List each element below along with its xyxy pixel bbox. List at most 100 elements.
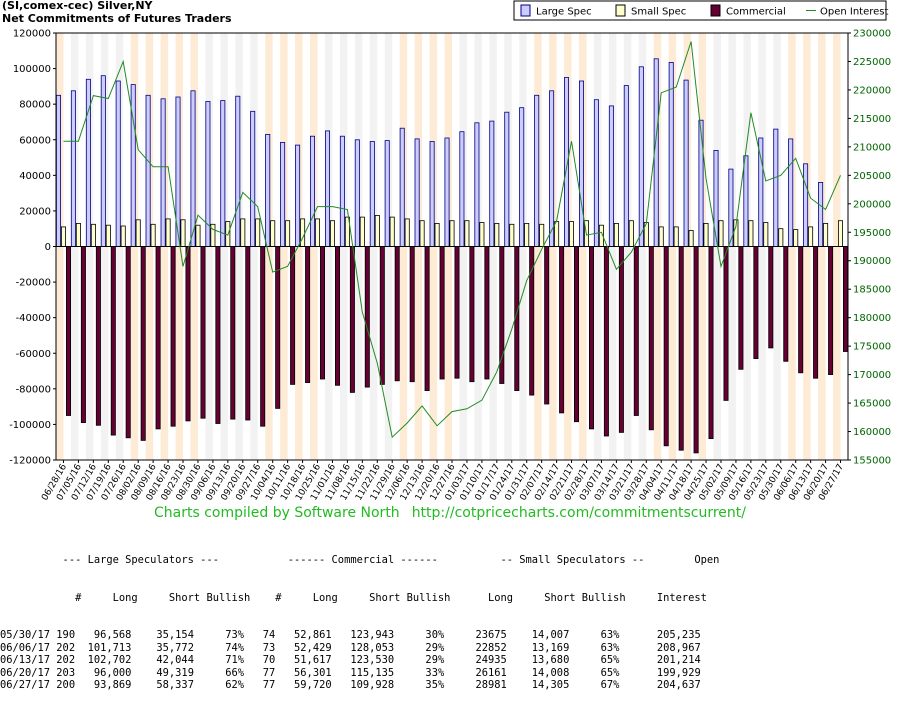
small-spec-bar: [180, 219, 186, 247]
commercial-bar: [305, 246, 311, 384]
cell-ss-bull: 67%: [569, 679, 620, 691]
cell-c-long: 56,301: [275, 666, 332, 679]
cell-ls-long: 96,568: [75, 629, 132, 641]
cell-ls-short: 58,337: [131, 679, 194, 691]
commercial-bar: [230, 246, 236, 420]
cell-oi: 204,637: [619, 679, 701, 691]
commercial-bar: [559, 246, 565, 414]
small-spec-bar: [359, 216, 365, 247]
commercial-bar: [155, 246, 161, 430]
cell-ls-long: 93,869: [75, 679, 132, 691]
cell-ss-short: 13,680: [506, 654, 570, 666]
table-header-columns: # Long Short Bullish # Long Short Bullis…: [0, 591, 707, 604]
cell-ss-bull: 63%: [569, 641, 620, 654]
cell-c-n: 73: [244, 641, 276, 654]
commercial-bar: [753, 246, 759, 359]
cell-ls-short: 42,044: [131, 654, 194, 666]
cell-ss-short: 13,169: [506, 641, 570, 654]
cell-c-long: 52,861: [275, 629, 332, 641]
large-spec-bar: [295, 144, 301, 247]
cell-ls-bull: 62%: [193, 679, 244, 691]
small-spec-bar: [120, 225, 126, 247]
y2-tick-label: 165000: [853, 399, 891, 410]
y-tick-label: -40000: [16, 313, 51, 324]
commercial-bar: [349, 246, 355, 393]
cell-c-n: 70: [244, 654, 276, 666]
cell-ls-n: 190: [50, 629, 76, 641]
large-spec-bar: [115, 80, 121, 247]
large-spec-bar: [519, 107, 525, 247]
y2-tick-label: 180000: [853, 313, 891, 324]
credit-line: Charts compiled by Software North http://…: [0, 505, 900, 521]
table-body: 05/30/17 190 96,568 35,154 73% 74 52,861…: [0, 629, 719, 692]
y2-tick-label: 220000: [853, 85, 891, 96]
y-tick-label: 20000: [19, 206, 51, 217]
large-spec-bar: [250, 110, 256, 247]
small-spec-bar: [748, 220, 754, 247]
commercial-bar: [454, 246, 460, 379]
large-spec-legend-swatch: [520, 4, 531, 17]
small-spec-bar: [300, 218, 306, 247]
cell-ss-bull: 65%: [569, 666, 620, 679]
y2-tick-label: 200000: [853, 199, 891, 210]
small-spec-bar: [554, 221, 560, 247]
cell-ls-short: 35,772: [131, 641, 194, 654]
large-spec-bar: [324, 130, 330, 247]
large-spec-bar: [354, 139, 360, 248]
cell-date: 06/27/17: [0, 679, 51, 691]
small-spec-bar: [718, 220, 724, 247]
cell-c-short: 115,135: [331, 666, 395, 679]
y-tick-label: 100000: [13, 64, 51, 75]
small-spec-bar: [61, 226, 67, 247]
small-spec-bar: [374, 214, 380, 247]
cell-c-long: 52,429: [275, 641, 332, 654]
table-row: 06/20/17 203 96,000 49,319 66% 77 56,301…: [0, 667, 719, 680]
cell-ls-short: 49,319: [131, 666, 194, 679]
large-spec-bar: [399, 127, 405, 247]
commercial-bar: [723, 246, 729, 401]
large-spec-bar: [459, 131, 465, 247]
large-spec-bar: [190, 90, 196, 247]
y2-tick-label: 230000: [853, 29, 891, 40]
small-spec-bar: [569, 221, 575, 247]
y2-tick-label: 190000: [853, 256, 891, 267]
commercial-bar: [663, 246, 669, 447]
large-spec-bar: [145, 94, 151, 247]
commercial-bar: [200, 246, 206, 419]
chart-subtitle: Net Commitments of Futures Traders: [2, 12, 232, 25]
large-spec-bar: [70, 90, 76, 247]
cell-date: 06/06/17: [0, 641, 51, 654]
small-spec-bar: [613, 222, 619, 247]
large-spec-bar: [369, 141, 375, 247]
commercial-bar: [544, 246, 550, 405]
commercial-bar: [708, 246, 714, 440]
small-spec-bar: [105, 224, 111, 247]
y-tick-label: -100000: [9, 420, 51, 431]
left-axis: 120000 100000 80000 60000 40000 20000 0 -20000 -…: [9, 29, 56, 467]
large-spec-bar: [683, 79, 689, 247]
commercial-bar: [648, 246, 654, 431]
cell-c-bull: 33%: [394, 666, 445, 679]
large-spec-bar: [758, 137, 764, 247]
large-spec-bar: [698, 119, 704, 247]
large-spec-bar: [713, 149, 719, 247]
large-spec-bar: [220, 100, 226, 247]
commercial-bar: [633, 246, 639, 416]
commercial-bar: [738, 246, 744, 370]
commercial-bar: [110, 246, 116, 436]
table-row: 05/30/17 190 96,568 35,154 73% 74 52,861…: [0, 629, 719, 642]
large-spec-bar: [579, 80, 585, 247]
y-tick-label: 120000: [13, 29, 51, 40]
small-spec-bar: [494, 222, 500, 247]
y-tick-label: 80000: [19, 100, 51, 111]
cell-ls-long: 101,713: [75, 641, 132, 654]
cell-date: 06/13/17: [0, 654, 51, 666]
credit-url[interactable]: http://cotpricecharts.com/commitmentscur…: [411, 505, 746, 521]
large-spec-legend-label: Large Spec: [536, 7, 592, 18]
large-spec-bar: [384, 140, 390, 247]
open-interest-line: [63, 41, 841, 439]
small-spec-bar: [389, 216, 395, 247]
commercial-bar: [185, 246, 191, 422]
small-spec-bar: [703, 222, 709, 247]
small-spec-bar: [823, 222, 829, 247]
